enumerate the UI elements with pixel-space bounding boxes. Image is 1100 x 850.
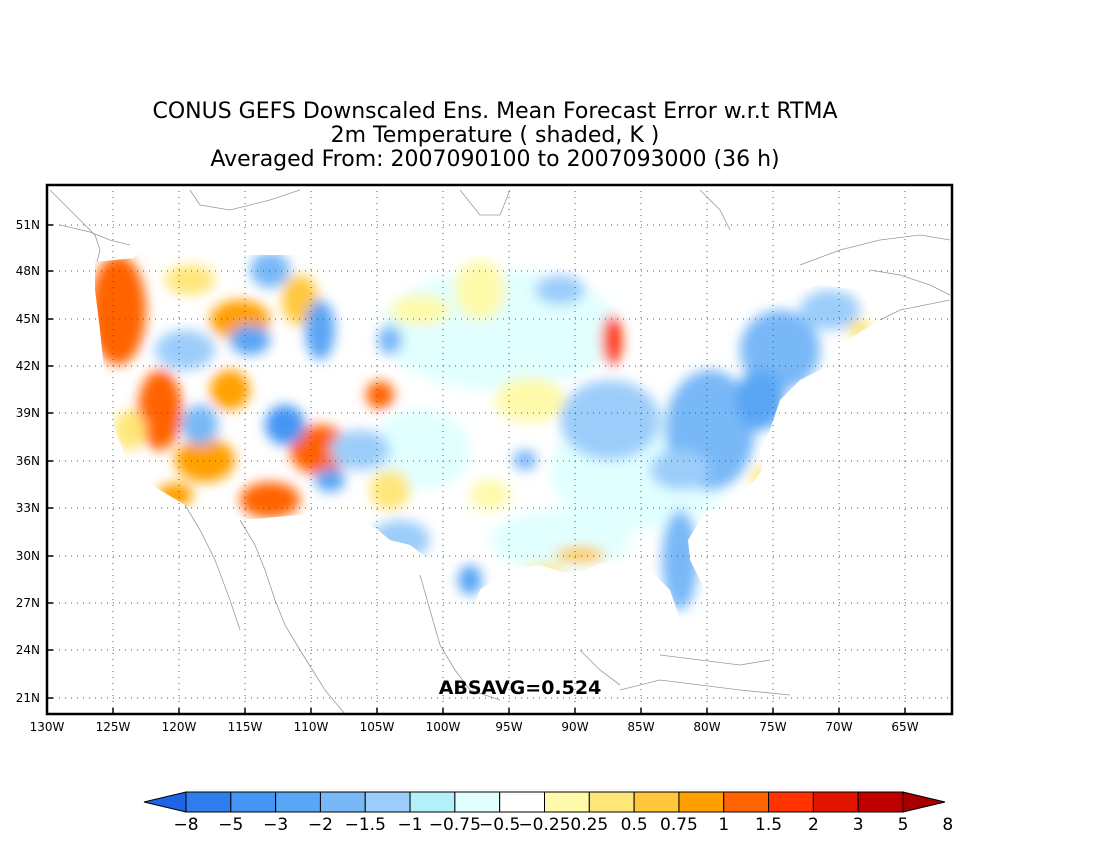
lon-labels: 130W 125W 120W 115W 110W 105W 100W 95W 9… bbox=[30, 720, 919, 734]
colorbar-box bbox=[409, 791, 456, 813]
lat-label: 42N bbox=[16, 359, 40, 373]
colorbar-arrow-right bbox=[902, 791, 946, 813]
colorbar-box bbox=[499, 791, 545, 813]
colorbar-label: 3 bbox=[853, 815, 864, 835]
colorbar-label: 0.75 bbox=[660, 815, 698, 835]
colorbar-box bbox=[812, 791, 859, 813]
colorbar-labels: −8 −5 −3 −2 −1.5 −1 −0.75−0.5−0.25 0.25 0.5 0.75 1… bbox=[173, 815, 953, 835]
plot-frame bbox=[45, 183, 954, 716]
colorbar-label: −5 bbox=[218, 815, 243, 835]
lat-label: 33N bbox=[16, 501, 40, 515]
colorbar-label: 0.5 bbox=[621, 815, 648, 835]
colorbar-label: −0.25 bbox=[518, 815, 570, 835]
lon-label: 125W bbox=[96, 720, 131, 734]
lat-label: 36N bbox=[16, 454, 40, 468]
colorbar-boxes bbox=[143, 791, 946, 813]
colorbar-box bbox=[857, 791, 904, 813]
colorbar-label: 1.5 bbox=[755, 815, 782, 835]
title-line-3: Averaged From: 2007090100 to 2007093000 … bbox=[210, 147, 780, 172]
colorbar-box bbox=[364, 791, 411, 813]
lat-label: 27N bbox=[16, 596, 40, 610]
lon-label: 75W bbox=[759, 720, 786, 734]
colorbar-box bbox=[678, 791, 725, 813]
tick-marks bbox=[47, 224, 906, 714]
lon-label: 105W bbox=[360, 720, 395, 734]
lat-label: 39N bbox=[16, 406, 40, 420]
lat-labels: 51N 48N 45N 42N 39N 36N 33N 30N 27N 24N … bbox=[16, 218, 40, 705]
lon-label: 70W bbox=[825, 720, 852, 734]
lon-label: 90W bbox=[561, 720, 588, 734]
title-line-2: 2m Temperature ( shaded, K ) bbox=[330, 123, 660, 148]
colorbar-box bbox=[275, 791, 321, 813]
colorbar-label: −1.5 bbox=[345, 815, 386, 835]
colorbar-arrow-left bbox=[143, 791, 187, 813]
colorbar-box bbox=[768, 791, 814, 813]
grid-lines bbox=[47, 185, 952, 714]
colorbar-box bbox=[723, 791, 770, 813]
colorbar-box bbox=[454, 791, 501, 813]
colorbar-label: −0.5 bbox=[479, 815, 520, 835]
lon-label: 65W bbox=[891, 720, 918, 734]
colorbar-box bbox=[588, 791, 635, 813]
colorbar-label: 2 bbox=[808, 815, 819, 835]
lon-label: 100W bbox=[426, 720, 461, 734]
lat-label: 51N bbox=[16, 218, 40, 232]
title-block: CONUS GEFS Downscaled Ens. Mean Forecast… bbox=[0, 100, 990, 172]
colorbar-label: −3 bbox=[263, 815, 288, 835]
lat-label: 24N bbox=[16, 643, 40, 657]
map-plot: 51N 48N 45N 42N 39N 36N 33N 30N 27N 24N … bbox=[16, 183, 954, 734]
lon-label: 110W bbox=[294, 720, 329, 734]
colorbar-label: −1 bbox=[398, 815, 423, 835]
lon-label: 95W bbox=[495, 720, 522, 734]
coastlines bbox=[49, 189, 951, 714]
colorbar-label: 1 bbox=[718, 815, 729, 835]
colorbar-box bbox=[319, 791, 366, 813]
lon-label: 85W bbox=[627, 720, 654, 734]
colorbar-label: −0.75 bbox=[429, 815, 481, 835]
lat-label: 21N bbox=[16, 691, 40, 705]
lon-label: 115W bbox=[228, 720, 263, 734]
colorbar-box bbox=[185, 791, 232, 813]
lat-label: 30N bbox=[16, 549, 40, 563]
colorbar-label: 8 bbox=[942, 815, 953, 835]
colorbar-label: −2 bbox=[308, 815, 333, 835]
lon-label: 80W bbox=[693, 720, 720, 734]
lon-label: 130W bbox=[30, 720, 65, 734]
lon-label: 120W bbox=[162, 720, 197, 734]
title-line-1: CONUS GEFS Downscaled Ens. Mean Forecast… bbox=[152, 99, 838, 124]
lat-label: 45N bbox=[16, 312, 40, 326]
colorbar-label: −8 bbox=[173, 815, 198, 835]
lat-label: 48N bbox=[16, 264, 40, 278]
colorbar-box bbox=[544, 791, 590, 813]
colorbar-box bbox=[633, 791, 680, 813]
colorbar-label: 5 bbox=[898, 815, 909, 835]
colorbar-box bbox=[230, 791, 277, 813]
colorbar-label: 0.25 bbox=[570, 815, 608, 835]
absavg-annotation: ABSAVG=0.524 bbox=[439, 677, 602, 699]
